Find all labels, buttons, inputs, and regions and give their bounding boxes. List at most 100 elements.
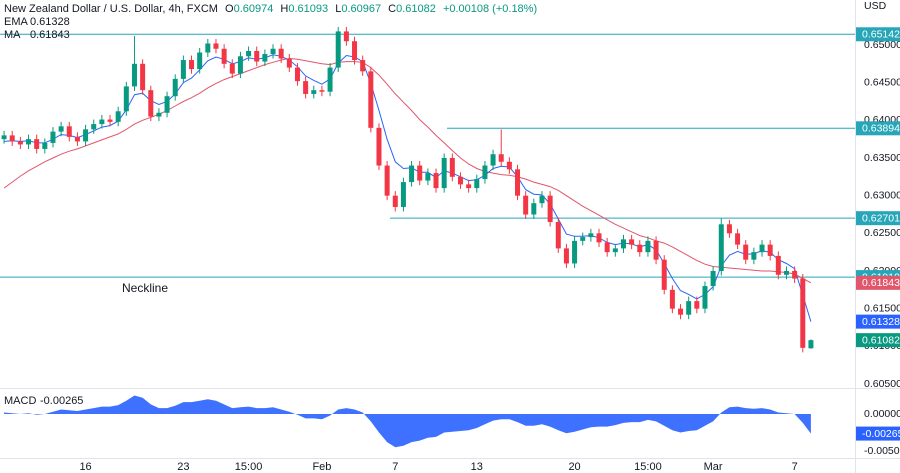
- candle-body: [42, 142, 48, 149]
- price-label: 0.61328: [862, 316, 900, 328]
- candle-body: [572, 240, 578, 264]
- header: New Zealand Dollar / U.S. Dollar, 4h, FX…: [4, 3, 537, 15]
- y-tick-label: 0.63500: [864, 152, 900, 164]
- candle-body: [205, 43, 211, 53]
- ohlc-value: 0.61093: [288, 3, 328, 15]
- candle-body: [91, 124, 97, 130]
- price-label-box: [856, 121, 900, 136]
- candle-body: [702, 286, 708, 309]
- candle-body: [710, 270, 716, 287]
- candle-body: [66, 126, 72, 137]
- candle-body: [376, 127, 382, 166]
- candle-body: [792, 270, 798, 279]
- candle-body: [669, 289, 675, 309]
- x-tick-label: Mar: [704, 461, 723, 473]
- candle-body: [743, 244, 749, 260]
- price-label-box: [856, 426, 900, 441]
- candle-body: [449, 157, 455, 177]
- candle-body: [515, 169, 521, 196]
- candle-body: [580, 237, 586, 241]
- candle-body: [457, 176, 463, 185]
- candle-body: [409, 165, 415, 183]
- candle-body: [26, 139, 32, 145]
- indicator-line: [4, 54, 812, 322]
- x-tick-label: 7: [792, 461, 798, 473]
- price-label-box: [856, 275, 900, 290]
- candle-body: [808, 340, 814, 349]
- price-label: -0.00265: [862, 428, 900, 440]
- plot: 0.605000.610000.615000.620000.625000.630…: [0, 26, 900, 473]
- candle-body: [539, 195, 545, 204]
- x-tick-label: 7: [392, 461, 398, 473]
- x-tick-label: 16: [79, 461, 91, 473]
- candle-body: [694, 301, 700, 309]
- x-tick-label: 15:00: [235, 461, 263, 473]
- candle-body: [17, 141, 23, 145]
- candle-body: [433, 173, 439, 189]
- candle-body: [83, 129, 89, 142]
- y-tick-label: 0.62500: [864, 227, 900, 239]
- y-tick-label: 0.65000: [864, 39, 900, 51]
- candle-body: [637, 244, 643, 253]
- ohlc-value: 0.60967: [341, 3, 381, 15]
- candle-body: [726, 224, 732, 234]
- candle-body: [131, 63, 137, 87]
- candle-body: [678, 308, 684, 315]
- candle-body: [148, 90, 154, 117]
- candle-body: [180, 60, 186, 79]
- candle-body: [270, 48, 276, 55]
- x-tick-label: 23: [177, 461, 189, 473]
- candle-body: [123, 86, 129, 112]
- candle-body: [563, 248, 569, 264]
- candle-body: [254, 51, 260, 62]
- candle-body: [360, 60, 366, 72]
- candle-body: [189, 60, 195, 70]
- candle-body: [555, 222, 561, 249]
- candle-body: [384, 165, 390, 196]
- candle-body: [735, 233, 741, 245]
- candle-body: [343, 31, 349, 42]
- candle-body: [751, 252, 757, 260]
- candle-body: [213, 43, 219, 49]
- price-label: 0.62701: [862, 212, 900, 224]
- price-label: 0.65142: [862, 29, 900, 41]
- x-tick-label: 15:00: [634, 461, 662, 473]
- y-tick-label: 0.60500: [864, 378, 900, 390]
- candle-body: [531, 203, 537, 215]
- price-label-box: [856, 314, 900, 329]
- candle-body: [400, 182, 406, 207]
- y-tick-label: -0.00500: [864, 445, 900, 457]
- candle-body: [547, 195, 553, 223]
- candle-body: [653, 240, 659, 260]
- candle-body: [58, 126, 64, 132]
- candle-body: [311, 90, 317, 94]
- indicator-name: MACD: [4, 395, 36, 407]
- candle-body: [140, 63, 146, 91]
- ohlc-letter: H: [280, 3, 288, 15]
- candle-body: [368, 71, 374, 128]
- change: +0.00108 (+0.18%): [443, 3, 537, 15]
- candle-body: [629, 239, 635, 245]
- y-tick-label: 0.64500: [864, 76, 900, 88]
- candle-body: [115, 111, 121, 122]
- annotation: Neckline: [122, 281, 168, 295]
- x-tick-label: 20: [568, 461, 580, 473]
- macd-area: [4, 395, 811, 448]
- candle-body: [718, 224, 724, 271]
- candle-body: [775, 255, 781, 275]
- candle-body: [156, 112, 162, 117]
- candle-body: [327, 67, 333, 92]
- candle-body: [661, 259, 667, 290]
- candle-body: [392, 195, 398, 207]
- candle-body: [498, 154, 504, 162]
- candle-body: [246, 51, 252, 57]
- indicator-line: [3, 57, 812, 284]
- candle-body: [352, 41, 358, 61]
- legend-value: 0.61328: [30, 16, 70, 28]
- candle-body: [229, 63, 235, 74]
- candle-body: [1, 135, 7, 140]
- candle-body: [482, 165, 488, 180]
- candle-body: [441, 157, 447, 189]
- candle-body: [286, 58, 292, 68]
